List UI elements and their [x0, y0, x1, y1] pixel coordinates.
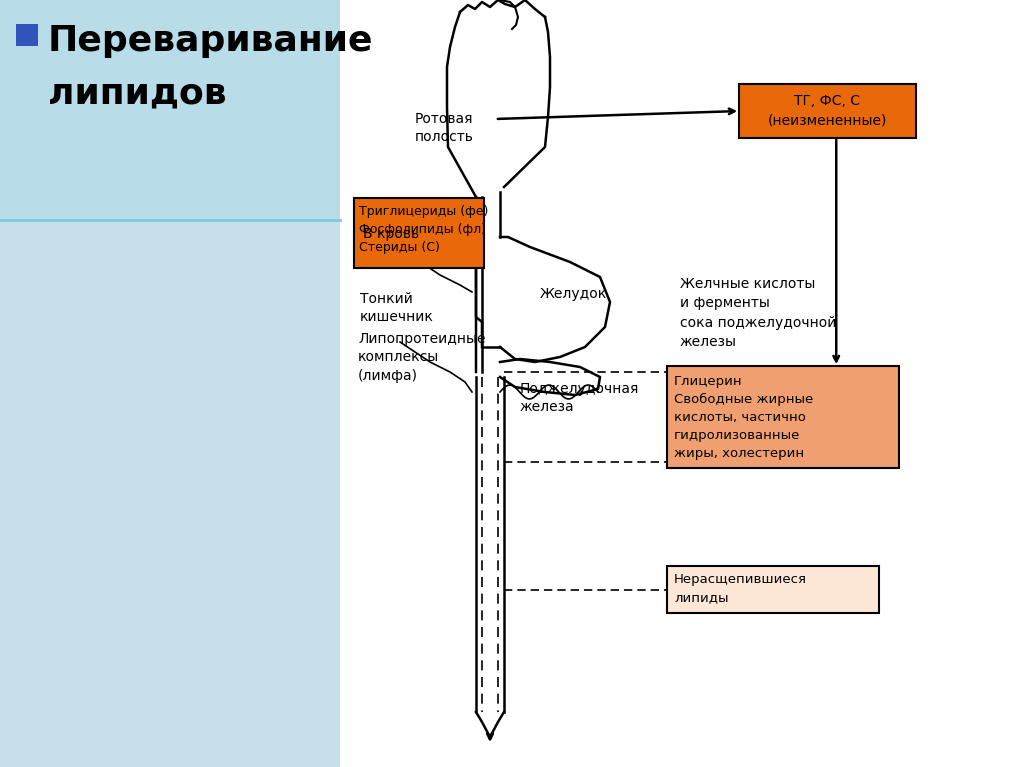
Text: ТГ, ФС, С
(неизмененные): ТГ, ФС, С (неизмененные) — [768, 94, 887, 128]
Text: Желудок: Желудок — [540, 287, 607, 301]
Bar — [16, 24, 38, 46]
FancyBboxPatch shape — [667, 366, 899, 468]
Bar — [0, 0, 340, 220]
Text: Желчные кислоты
и ферменты
сока поджелудочной
железы: Желчные кислоты и ферменты сока поджелуд… — [680, 277, 837, 350]
Bar — [0, 220, 340, 767]
Text: Поджелудочная
железа: Поджелудочная железа — [520, 382, 639, 414]
FancyBboxPatch shape — [667, 566, 879, 613]
FancyBboxPatch shape — [354, 198, 484, 268]
Text: Тонкий
кишечник: Тонкий кишечник — [360, 292, 434, 324]
Text: Триглицериды (фе)
Фосфолипиды (фл)
Стериды (С): Триглицериды (фе) Фосфолипиды (фл) Стери… — [359, 205, 488, 254]
Text: Ротовая
полость: Ротовая полость — [415, 112, 474, 144]
Text: В кровь: В кровь — [362, 227, 419, 241]
FancyBboxPatch shape — [739, 84, 916, 138]
Text: Липопротеидные
комплексы
(лимфа): Липопротеидные комплексы (лимфа) — [358, 332, 485, 383]
Text: Нерасщепившиеся
липиды: Нерасщепившиеся липиды — [674, 573, 807, 604]
Text: липидов: липидов — [48, 76, 226, 110]
Text: Глицерин
Свободные жирные
кислоты, частично
гидролизованные
жиры, холестерин: Глицерин Свободные жирные кислоты, части… — [674, 375, 813, 460]
Text: Переваривание: Переваривание — [48, 24, 374, 58]
